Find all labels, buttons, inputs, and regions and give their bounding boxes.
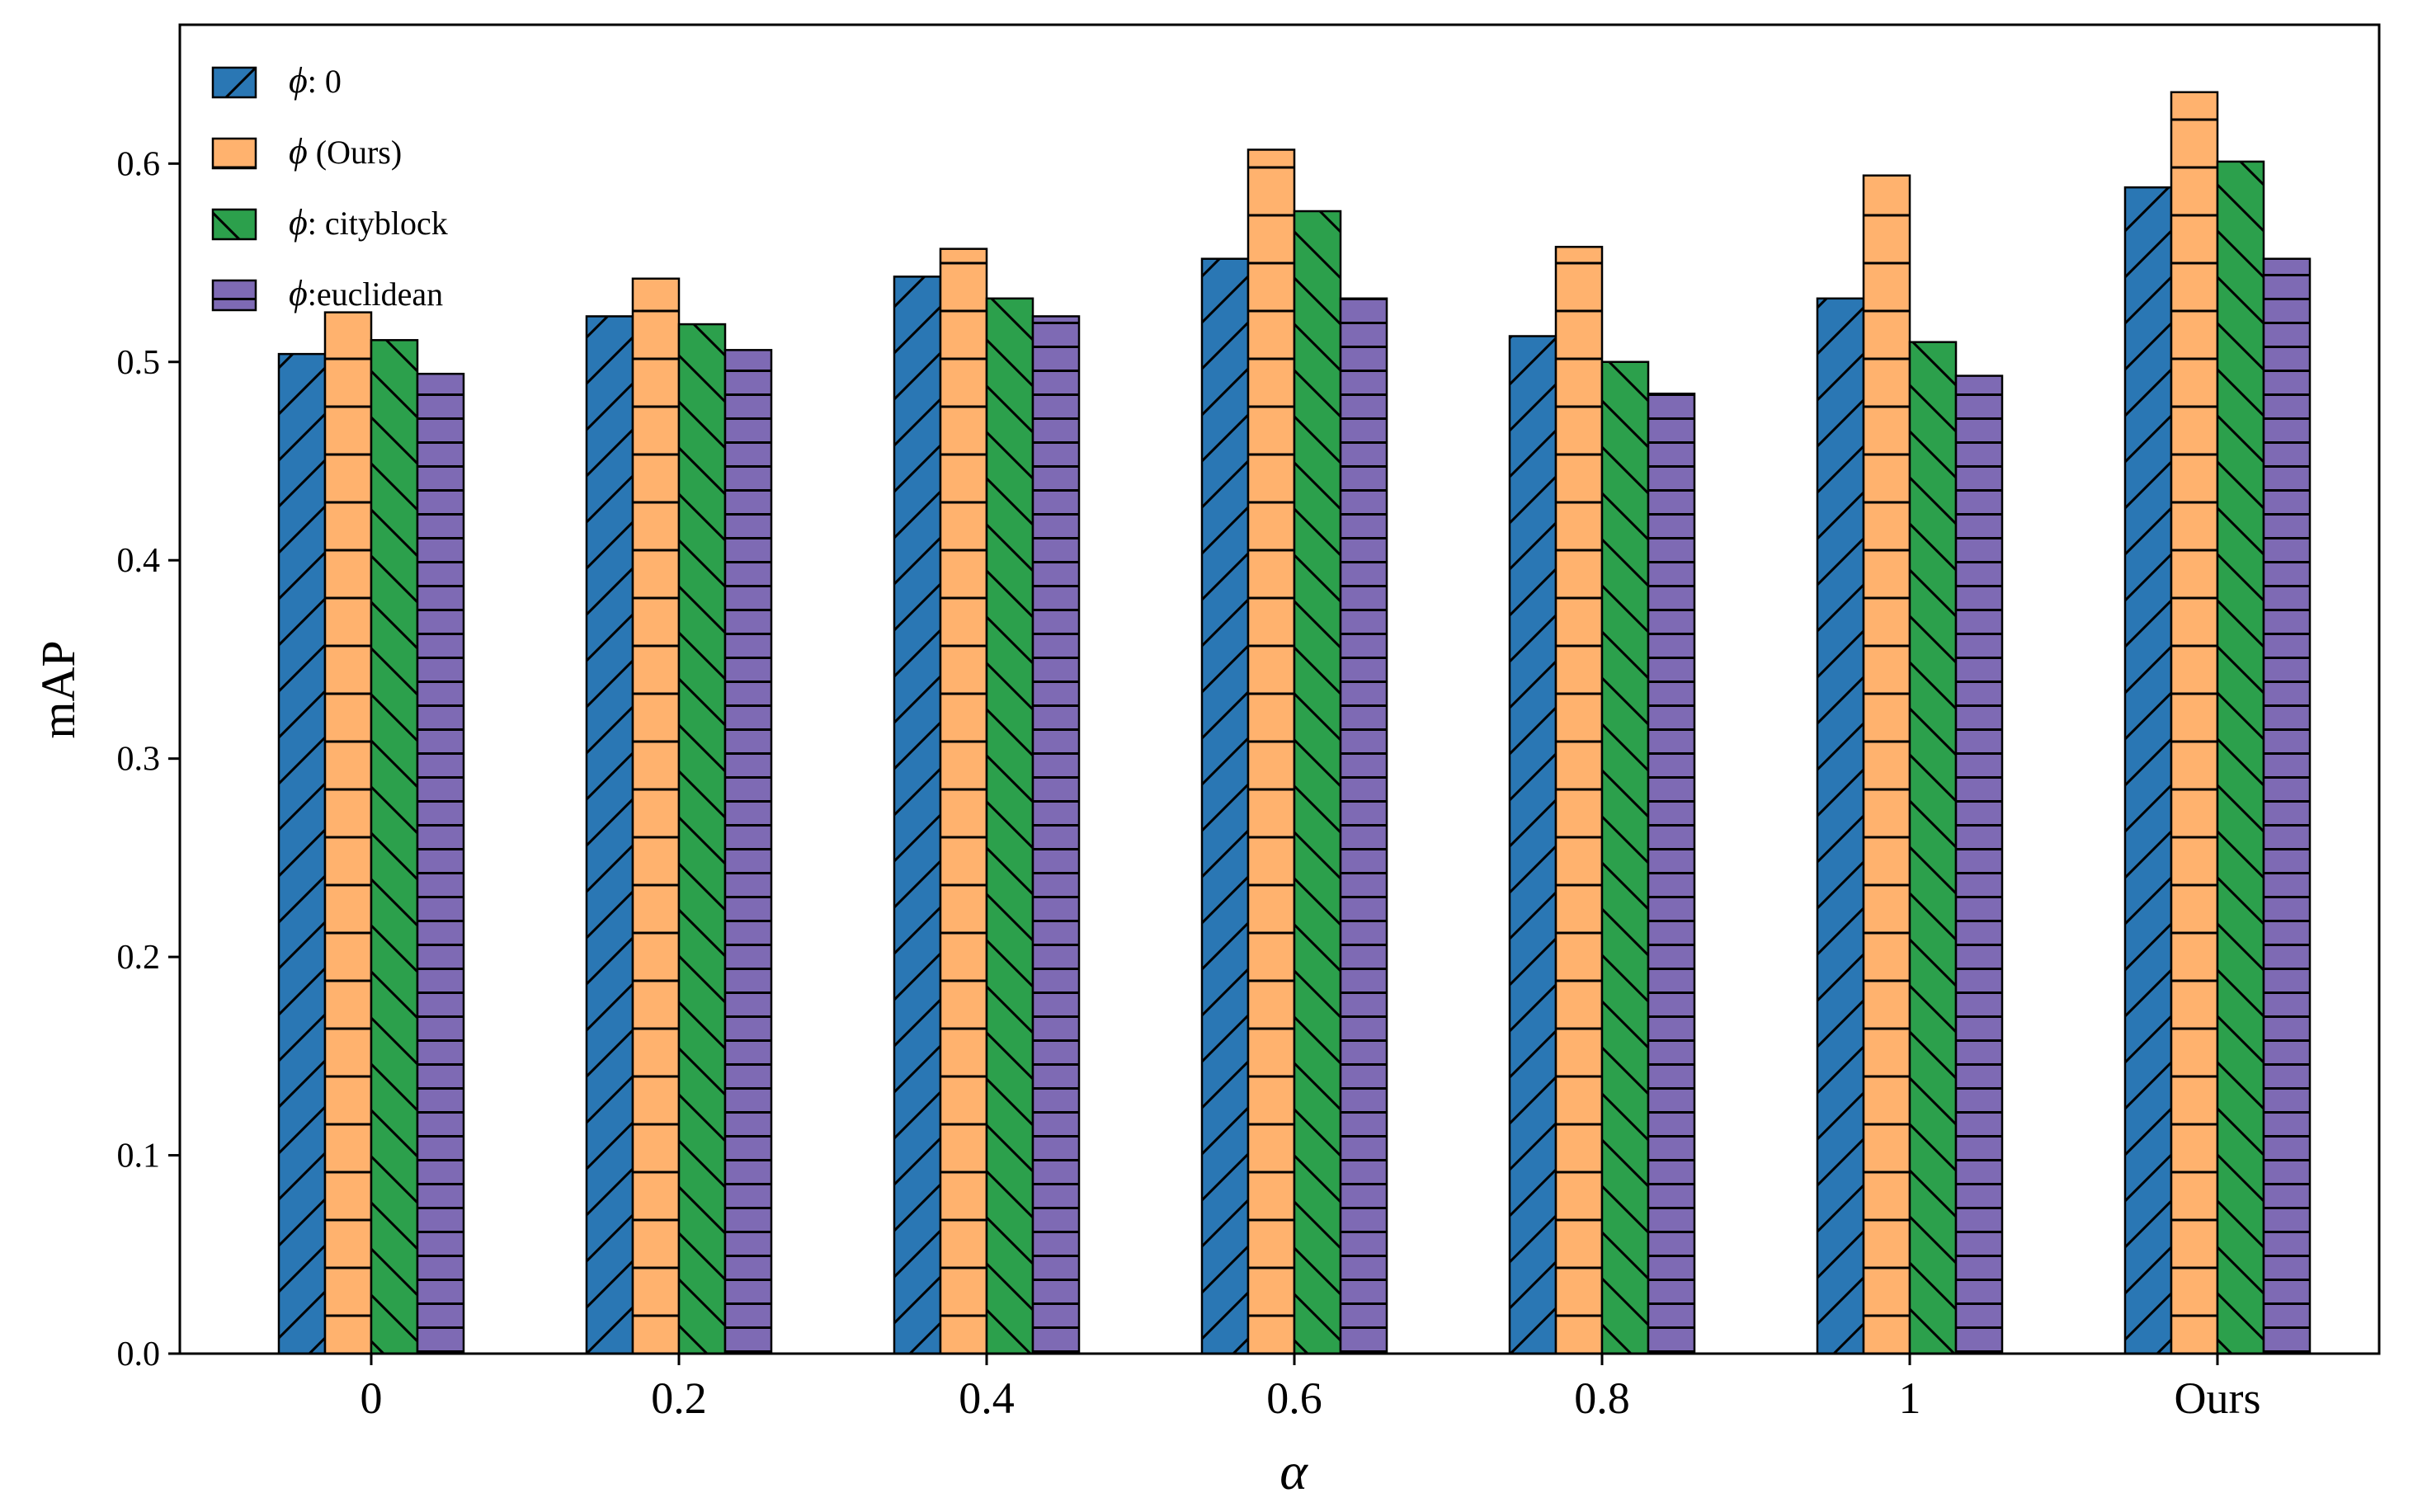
legend-swatch bbox=[211, 208, 257, 241]
bar bbox=[893, 276, 942, 1355]
legend-suffix: : cityblock bbox=[308, 205, 448, 242]
bar bbox=[1339, 297, 1388, 1355]
legend-swatch bbox=[211, 66, 257, 99]
bar bbox=[631, 277, 681, 1355]
legend-swatch bbox=[211, 137, 257, 170]
bar bbox=[370, 339, 419, 1355]
bar bbox=[1600, 360, 1650, 1355]
bar bbox=[1508, 335, 1558, 1355]
legend-symbol: ϕ bbox=[289, 202, 308, 243]
x-tick-label: 0.6 bbox=[1266, 1373, 1322, 1423]
bar bbox=[2216, 160, 2265, 1355]
bar bbox=[277, 352, 327, 1355]
bar bbox=[1816, 297, 1865, 1355]
legend-suffix: :euclidean bbox=[308, 276, 443, 313]
x-tick-label: Ours bbox=[2175, 1373, 2261, 1423]
legend-label: ϕ (Ours) bbox=[289, 131, 402, 172]
bar bbox=[1647, 392, 1696, 1355]
bar bbox=[985, 297, 1034, 1355]
legend-symbol: ϕ bbox=[289, 131, 308, 172]
x-tick-label: 0 bbox=[361, 1373, 383, 1423]
y-tick-label: 0.5 bbox=[117, 344, 161, 382]
bar bbox=[416, 372, 465, 1355]
x-tick-label: 1 bbox=[1899, 1373, 1921, 1423]
x-tick-label: 0.4 bbox=[959, 1373, 1015, 1423]
bars bbox=[277, 91, 2312, 1355]
y-axis-label: mAP bbox=[31, 640, 85, 738]
y-tick-label: 0.4 bbox=[117, 542, 161, 580]
legend-symbol: ϕ bbox=[289, 273, 308, 313]
legend-label: ϕ: 0 bbox=[289, 60, 342, 101]
x-axis: 0 0.2 0.4 0.6 0.8 1 Ours bbox=[361, 1354, 2261, 1423]
x-axis-label: α bbox=[1279, 1442, 1308, 1500]
y-tick-label: 0.2 bbox=[117, 939, 161, 977]
bar bbox=[1293, 210, 1342, 1355]
y-tick-label: 0.0 bbox=[117, 1335, 161, 1373]
bar bbox=[723, 349, 773, 1355]
bar bbox=[2123, 186, 2173, 1355]
bar bbox=[585, 315, 634, 1355]
legend-suffix: (Ours) bbox=[308, 134, 402, 171]
bar bbox=[1862, 174, 1911, 1355]
legend-suffix: : 0 bbox=[308, 63, 342, 100]
legend-symbol: ϕ bbox=[289, 60, 308, 101]
legend-label: ϕ: cityblock bbox=[289, 202, 448, 243]
y-tick-label: 0.3 bbox=[117, 741, 161, 779]
x-tick-label: 0.8 bbox=[1574, 1373, 1630, 1423]
bar bbox=[2170, 91, 2219, 1355]
y-tick-label: 0.1 bbox=[117, 1138, 161, 1175]
x-tick-label: 0.2 bbox=[651, 1373, 707, 1423]
legend-swatch bbox=[211, 279, 257, 312]
plot-frame bbox=[178, 23, 2381, 1355]
bar bbox=[1031, 315, 1081, 1355]
bar bbox=[1908, 341, 1958, 1355]
y-tick-label: 0.6 bbox=[117, 145, 161, 183]
bar bbox=[1554, 246, 1604, 1355]
bar bbox=[1246, 148, 1296, 1355]
bar bbox=[1954, 374, 2004, 1355]
bar bbox=[323, 311, 373, 1355]
y-axis: 0.0 0.1 0.2 0.3 0.4 0.5 0.6 bbox=[117, 145, 180, 1373]
bar bbox=[939, 247, 988, 1355]
bar bbox=[1200, 257, 1250, 1355]
bar bbox=[677, 323, 727, 1355]
legend-label: ϕ:euclidean bbox=[289, 273, 443, 313]
bar bbox=[2262, 257, 2312, 1355]
